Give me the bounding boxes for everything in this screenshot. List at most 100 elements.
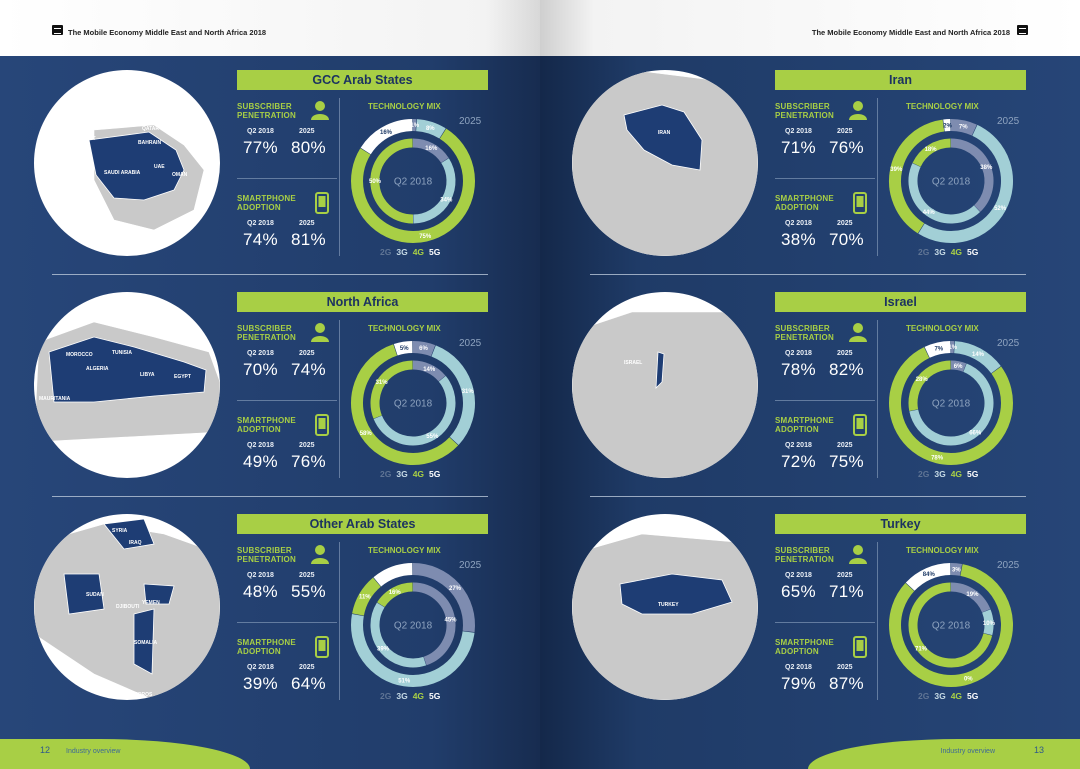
legend-item-2g: 2G bbox=[380, 247, 392, 257]
region-map-globe: MOROCCO TUNISIA ALGERIA LIBYA EGYPT MAURITANI… bbox=[34, 292, 220, 478]
highlighted-country-shape bbox=[103, 518, 155, 550]
outer-ring-2025-segment-2g bbox=[412, 563, 475, 633]
column-divider bbox=[877, 320, 878, 478]
region-section-turkey: TURKEY Turkey SUBSCRIBER PENETRATION Q2 201… bbox=[540, 514, 1080, 736]
map-country-label: QATAR bbox=[142, 126, 160, 132]
technology-mix-donut: 7% 52% 39% 2% 38% 44% 18% Q2 2018 bbox=[889, 118, 1013, 244]
outer-ring-2025-segment-3g bbox=[953, 341, 1001, 374]
map-country-label: IRAQ bbox=[129, 540, 142, 546]
subscriber-q2-value: 70% bbox=[243, 360, 278, 379]
map-country-label: COMOROS bbox=[126, 692, 153, 698]
highlighted-country-shape bbox=[623, 104, 703, 171]
map-country-label: BAHRAIN bbox=[138, 140, 162, 146]
subscriber-penetration-label: SUBSCRIBER PENETRATION bbox=[237, 102, 296, 120]
outer-ring-2025-segment-5g bbox=[393, 341, 413, 356]
outer-ring-2025-segment-5g bbox=[905, 563, 951, 591]
technology-mix-title: TECHNOLOGY MIX bbox=[906, 102, 979, 111]
outer-ring-2025-segment-5g bbox=[373, 563, 413, 587]
outer-ring-2025-segment-2g bbox=[412, 341, 436, 357]
inner-ring-q2-label: 45% bbox=[444, 617, 457, 623]
year-2025-label: 2025 bbox=[837, 220, 853, 227]
phone-frame bbox=[853, 414, 867, 436]
region-title: Other Arab States bbox=[237, 514, 488, 534]
legend-item-5g: 5G bbox=[429, 247, 441, 257]
q2-2018-label: Q2 2018 bbox=[785, 350, 812, 357]
inner-ring-q2-segment-3g bbox=[370, 602, 427, 668]
outer-ring-2025-segment-2g bbox=[950, 118, 977, 136]
year-2025-label: 2025 bbox=[837, 664, 853, 671]
subscriber-2025-value: 55% bbox=[291, 582, 326, 601]
subscriber-q2-value: 77% bbox=[243, 138, 278, 157]
legend-item-3g: 3G bbox=[396, 469, 408, 479]
body-shape bbox=[311, 336, 329, 342]
section-divider bbox=[590, 274, 1026, 275]
highlighted-country-shape bbox=[655, 351, 665, 390]
technology-legend: 2G 3G 4G 5G bbox=[918, 691, 983, 701]
outer-ring-2025-label: 84% bbox=[923, 572, 936, 578]
stat-divider bbox=[237, 178, 337, 179]
subscriber-q2-value: 78% bbox=[781, 360, 816, 379]
legend-item-4g: 4G bbox=[950, 469, 963, 479]
outer-ring-2025-segment-4g bbox=[889, 119, 945, 234]
body-shape bbox=[849, 336, 867, 342]
outer-ring-2025-label: 7% bbox=[934, 347, 943, 353]
person-icon bbox=[849, 322, 867, 347]
region-map bbox=[34, 518, 220, 700]
person-icon bbox=[849, 100, 867, 125]
smartphone-2025-value: 81% bbox=[291, 230, 326, 249]
donut-2025-label: 2025 bbox=[459, 116, 482, 127]
stat-divider bbox=[775, 400, 875, 401]
body-shape bbox=[849, 114, 867, 120]
region-map-globe: IRAN bbox=[572, 70, 758, 256]
outer-ring-2025-segment-5g bbox=[924, 341, 951, 358]
region-section-iran: IRAN Iran SUBSCRIBER PENETRATION Q2 2018 202… bbox=[540, 70, 1080, 292]
outer-ring-2025-label: 52% bbox=[994, 206, 1007, 212]
inner-ring-q2-segment-4g bbox=[908, 582, 993, 668]
legend-item-4g: 4G bbox=[950, 247, 963, 257]
inner-ring-q2-label: 31% bbox=[376, 380, 389, 386]
region-section-other-arab: SYRIA IRAQ SUDAN DJIBOUTI YEMEN SOMALIA COMORO… bbox=[0, 514, 540, 736]
smartphone-adoption-label: SMARTPHONE ADOPTION bbox=[237, 194, 296, 212]
subscriber-2025-value: 71% bbox=[829, 582, 864, 601]
person-icon bbox=[849, 544, 867, 569]
inner-ring-q2-label: 16% bbox=[425, 146, 438, 152]
smartphone-adoption-label: SMARTPHONE ADOPTION bbox=[237, 416, 296, 434]
year-2025-label: 2025 bbox=[837, 572, 853, 579]
section-divider bbox=[52, 496, 488, 497]
inner-ring-q2-label: 10% bbox=[983, 621, 996, 627]
q2-2018-label: Q2 2018 bbox=[785, 442, 812, 449]
person-icon bbox=[311, 100, 329, 125]
land-shape bbox=[572, 70, 758, 256]
gsma-logo-icon bbox=[1017, 25, 1028, 35]
inner-ring-q2-segment-2g bbox=[412, 582, 456, 666]
inner-ring-q2-label: 50% bbox=[369, 179, 382, 185]
q2-2018-label: Q2 2018 bbox=[247, 350, 274, 357]
inner-ring-q2-label: 19% bbox=[966, 592, 979, 598]
inner-ring-q2-label: 71% bbox=[915, 647, 928, 653]
outer-ring-2025-segment-4g bbox=[351, 344, 459, 465]
column-divider bbox=[339, 320, 340, 478]
year-2025-label: 2025 bbox=[299, 220, 315, 227]
year-2025-label: 2025 bbox=[299, 350, 315, 357]
phone-screen bbox=[318, 640, 326, 651]
donut-center-label: Q2 2018 bbox=[394, 177, 433, 188]
map-country-label: TUNISIA bbox=[112, 350, 132, 356]
head-shape bbox=[853, 101, 863, 111]
subscriber-q2-value: 65% bbox=[781, 582, 816, 601]
smartphone-adoption-label: SMARTPHONE ADOPTION bbox=[775, 638, 834, 656]
highlighted-country-shape bbox=[133, 608, 155, 675]
outer-ring-2025-segment-4g bbox=[889, 347, 1013, 465]
subscriber-penetration-label: SUBSCRIBER PENETRATION bbox=[775, 324, 834, 342]
right-page: The Mobile Economy Middle East and North… bbox=[540, 0, 1080, 769]
map-country-label: KUWAIT bbox=[76, 136, 96, 142]
donut-center-label: Q2 2018 bbox=[394, 399, 433, 410]
legend-item-2g: 2G bbox=[918, 247, 930, 257]
land-shape bbox=[34, 523, 220, 700]
map-country-label: SYRIA bbox=[112, 528, 128, 534]
outer-ring-2025-label: 5% bbox=[400, 346, 409, 352]
q2-2018-label: Q2 2018 bbox=[247, 572, 274, 579]
phone-frame bbox=[853, 636, 867, 658]
stat-divider bbox=[775, 178, 875, 179]
region-map-globe: ISRAEL bbox=[572, 292, 758, 478]
outer-ring-2025-label: 31% bbox=[462, 389, 475, 395]
